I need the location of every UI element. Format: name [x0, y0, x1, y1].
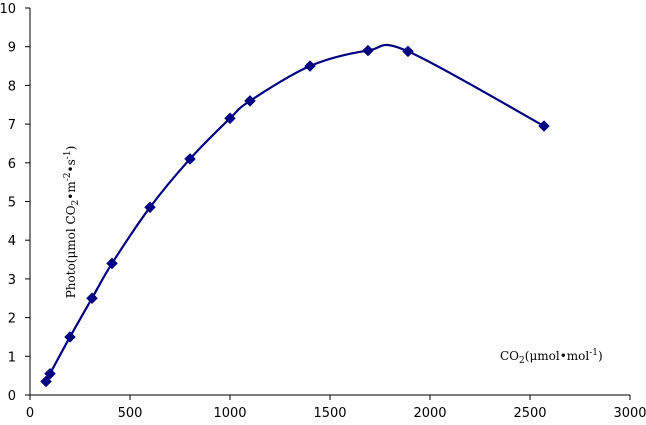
data-point [224, 112, 236, 125]
series-line [45, 43, 545, 382]
x-axis-ticks: 0 500 1000 1500 2000 2500 3000 [26, 395, 646, 421]
x-tick-label: 500 [118, 406, 143, 421]
y-tick-label: 4 [8, 234, 16, 249]
series-markers [40, 44, 550, 388]
data-point [402, 45, 414, 58]
y-tick-label: 1 [8, 350, 16, 365]
x-tick-label: 1000 [213, 406, 246, 421]
data-point [244, 95, 256, 107]
data-point [362, 44, 374, 57]
data-point [106, 257, 118, 270]
y-tick-label: 2 [8, 312, 16, 327]
y-axis-ticks: 0 1 2 3 4 5 6 7 8 9 10 [0, 2, 30, 404]
y-tick-label: 6 [8, 157, 16, 172]
x-tick-label: 1500 [313, 406, 346, 421]
data-point [304, 60, 316, 72]
y-tick-label: 10 [0, 2, 16, 17]
data-point [40, 375, 52, 388]
data-point [64, 331, 76, 343]
y-tick-label: 9 [8, 41, 16, 56]
y-tick-label: 8 [8, 79, 16, 94]
data-point [44, 367, 56, 380]
x-axis-label: CO2(μmol•mol-1) [500, 348, 603, 366]
data-point [184, 153, 196, 165]
y-tick-label: 7 [8, 118, 16, 133]
x-tick-label: 3000 [613, 406, 646, 421]
data-point [144, 201, 156, 214]
x-tick-label: 2000 [413, 406, 446, 421]
data-point [86, 292, 98, 305]
y-tick-label: 3 [8, 273, 16, 288]
x-tick-label: 2500 [513, 406, 546, 421]
y-axis-label: Photo(μmol CO2•m-2•s-1) [63, 146, 81, 299]
x-tick-label: 0 [26, 406, 34, 421]
data-point [538, 120, 550, 132]
y-tick-label: 5 [8, 196, 16, 211]
y-tick-label: 0 [8, 389, 16, 404]
axes [29, 8, 630, 396]
